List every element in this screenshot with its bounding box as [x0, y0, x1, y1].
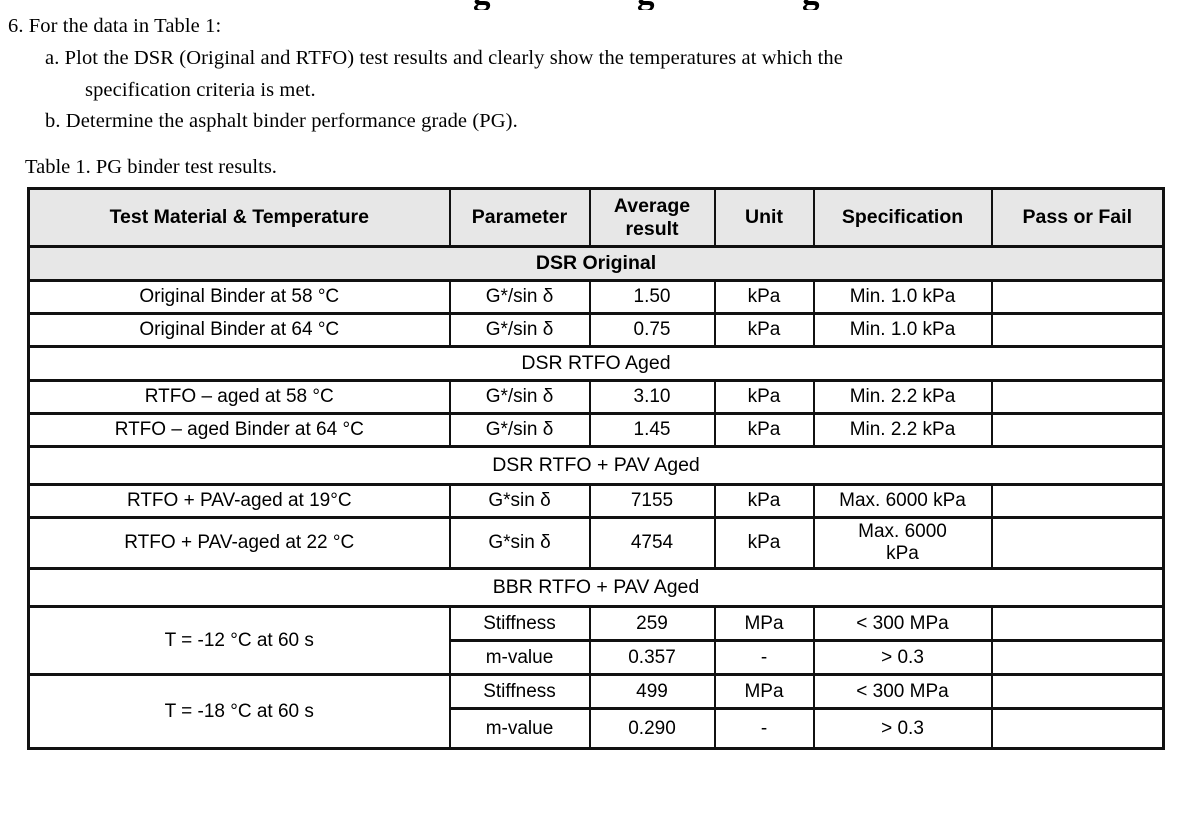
cell-result: 1.50 — [588, 279, 716, 315]
table-row: T = -12 °C at 60 s Stiffness 259 MPa < 300 M… — [27, 605, 1165, 677]
table-row: m-value 0.357- > 0.3 — [29, 639, 1165, 677]
cell-result: 259 — [588, 605, 716, 643]
cell-unit: - — [713, 639, 815, 677]
cell-result: 0.357 — [588, 639, 716, 677]
cell-parameter: G*sin δ — [448, 515, 591, 571]
section-row: DSR RTFO + PAV Aged — [27, 445, 1165, 486]
table-row: T = -18 °C at 60 s Stiffness 499 MPa < 300 M… — [27, 673, 1165, 751]
question-item-a-line1: a. Plot the DSR (Original and RTFO) test… — [45, 47, 843, 69]
column-header-average-result: Average result — [588, 187, 716, 248]
column-header-unit: Unit — [713, 187, 815, 248]
cell-pass-or-fail — [990, 515, 1165, 571]
specification-text: Max. 6000 kPa — [858, 521, 947, 564]
cell-parameter: G*/sin δ — [448, 379, 591, 415]
cell-specification: Min. 1.0 kPa — [812, 279, 993, 315]
cell-unit: kPa — [713, 312, 815, 348]
column-header-specification: Specification — [812, 187, 993, 248]
question-item-a-line2: specification criteria is met. — [85, 79, 316, 101]
cell-unit: kPa — [713, 379, 815, 415]
cell-specification: Max. 6000 kPa — [812, 515, 993, 571]
cell-unit: kPa — [713, 515, 815, 571]
cell-specification: Min. 2.2 kPa — [812, 412, 993, 448]
cell-pass-or-fail — [990, 379, 1165, 415]
cell-unit: kPa — [713, 279, 815, 315]
section-label: DSR RTFO + PAV Aged — [27, 445, 1165, 486]
table-row: RTFO + PAV-aged at 22 °C G*sin δ 4754 kPa Ma… — [27, 515, 1165, 571]
cell-material: Original Binder at 64 °C — [27, 312, 451, 348]
cell-material: T = -18 °C at 60 s — [27, 673, 451, 751]
question-item-b: b. Determine the asphalt binder performa… — [45, 110, 518, 132]
cell-pass-or-fail — [990, 312, 1165, 348]
section-label: BBR RTFO + PAV Aged — [27, 567, 1165, 609]
cell-specification: < 300 MPa — [812, 605, 993, 643]
cell-material: RTFO + PAV-aged at 22 °C — [27, 515, 451, 571]
cell-result: 0.290 — [588, 707, 716, 751]
cell-unit: kPa — [713, 412, 815, 448]
cell-parameter: G*/sin δ — [448, 279, 591, 315]
question-intro: 6. For the data in Table 1: — [8, 15, 222, 37]
column-header-parameter: Parameter — [448, 187, 591, 248]
cell-material: RTFO – aged Binder at 64 °C — [27, 412, 451, 448]
cell-pass-or-fail — [990, 639, 1165, 677]
cell-parameter: Stiffness — [448, 673, 591, 711]
cell-parameter: m-value — [448, 639, 591, 677]
table-row: Original Binder at 64 °C G*/sin δ 0.75 kPa M… — [27, 312, 1165, 348]
cell-pass-or-fail — [990, 483, 1165, 519]
cell-specification: Max. 6000 kPa — [812, 483, 993, 519]
results-table: Test Material & Temperature Parameter Av… — [27, 187, 1165, 751]
cutoff-heading: ggg — [0, 0, 1195, 10]
cell-result: 1.45 — [588, 412, 716, 448]
section-row: DSR Original — [27, 245, 1165, 282]
cell-result: 7155 — [588, 483, 716, 519]
table-row: Original Binder at 58 °C G*/sin δ 1.50 kPa M… — [27, 279, 1165, 315]
cell-specification: Min. 1.0 kPa — [812, 312, 993, 348]
cell-material: RTFO + PAV-aged at 19°C — [27, 483, 451, 519]
cell-result: 0.75 — [588, 312, 716, 348]
section-row: DSR RTFO Aged — [27, 345, 1165, 382]
table-row: RTFO + PAV-aged at 19°C G*sin δ 7155 kPa Max… — [27, 483, 1165, 519]
cell-specification: < 300 MPa — [812, 673, 993, 711]
header-row: Test Material & Temperature Parameter Av… — [27, 187, 1165, 248]
cell-unit: - — [713, 707, 815, 751]
table-row: m-value 0.290- > 0.3 — [29, 707, 1165, 751]
cutoff-heading-fragment: g — [473, 0, 491, 10]
cell-result: 499 — [588, 673, 716, 711]
cell-specification: Min. 2.2 kPa — [812, 379, 993, 415]
cell-pass-or-fail — [990, 707, 1165, 751]
cell-specification: > 0.3 — [812, 707, 993, 751]
cell-parameter: G*sin δ — [448, 483, 591, 519]
table-row: RTFO – aged Binder at 64 °C G*/sin δ 1.45 k… — [27, 412, 1165, 448]
cell-material: T = -12 °C at 60 s — [27, 605, 451, 677]
cell-material: RTFO – aged at 58 °C — [27, 379, 451, 415]
cell-unit: MPa — [713, 605, 815, 643]
table-caption: Table 1. PG binder test results. — [25, 156, 277, 178]
column-header-pass-or-fail: Pass or Fail — [990, 187, 1165, 248]
cell-pass-or-fail — [990, 673, 1165, 711]
section-label: DSR RTFO Aged — [27, 345, 1165, 382]
cell-unit: kPa — [713, 483, 815, 519]
results-table-body: DSR Original Original Binder at 58 °C G*/s… — [27, 245, 1165, 751]
cell-pass-or-fail — [990, 605, 1165, 643]
cell-pass-or-fail — [990, 279, 1165, 315]
cell-result: 3.10 — [588, 379, 716, 415]
cell-parameter: m-value — [448, 707, 591, 751]
cell-pass-or-fail — [990, 412, 1165, 448]
cell-parameter: Stiffness — [448, 605, 591, 643]
cell-material: Original Binder at 58 °C — [27, 279, 451, 315]
cutoff-heading-fragment: g — [637, 0, 655, 10]
cell-result: 4754 — [588, 515, 716, 571]
cell-parameter: G*/sin δ — [448, 412, 591, 448]
section-label: DSR Original — [27, 245, 1165, 282]
cell-unit: MPa — [713, 673, 815, 711]
cutoff-heading-fragment: g — [802, 0, 820, 10]
cell-specification: > 0.3 — [812, 639, 993, 677]
column-header-test-material: Test Material & Temperature — [27, 187, 451, 248]
table-row: RTFO – aged at 58 °C G*/sin δ 3.10 kPa Min. … — [27, 379, 1165, 415]
section-row: BBR RTFO + PAV Aged — [27, 567, 1165, 609]
cell-parameter: G*/sin δ — [448, 312, 591, 348]
